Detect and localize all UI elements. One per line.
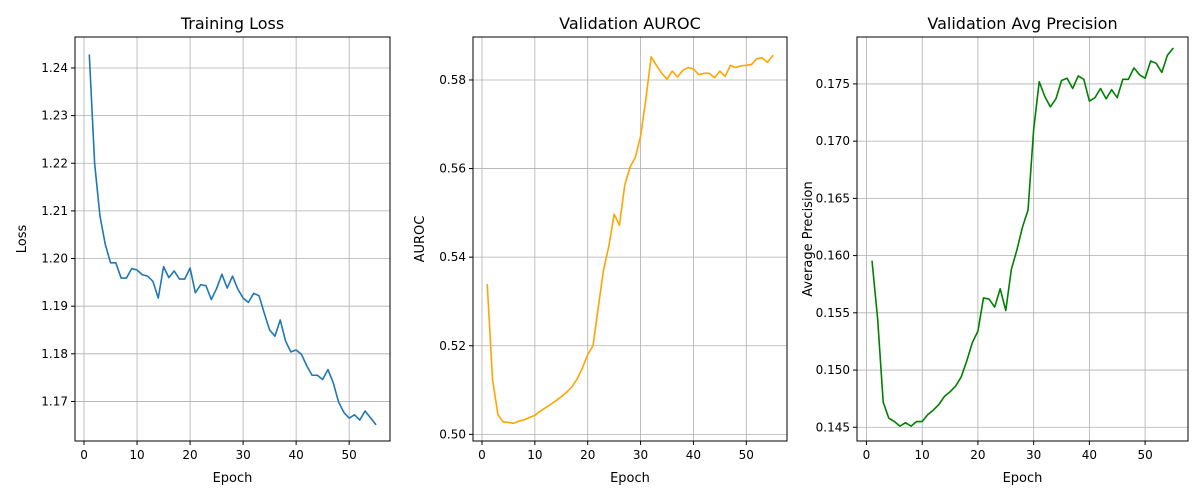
x-tick-label: 50 [1137,448,1152,462]
plot-area-frame [74,36,391,442]
y-tick-label: 0.150 [816,363,850,377]
y-tick-label: 1.24 [41,61,68,75]
y-tick-label: 1.17 [41,394,68,408]
x-tick-label: 40 [1082,448,1097,462]
x-axis-label: Epoch [1003,471,1043,486]
x-tick-label: 30 [633,448,648,462]
y-tick-label: 0.165 [816,191,850,205]
x-tick-label: 50 [739,448,754,462]
y-tick-label: 1.22 [41,156,68,170]
y-tick-label: 0.175 [816,77,850,91]
x-axis-label: Epoch [610,471,650,486]
x-tick-label: 30 [1026,448,1041,462]
x-tick-label: 0 [80,448,88,462]
y-tick-label: 0.58 [439,73,466,87]
y-tick-label: 1.21 [41,204,68,218]
y-axis-label: Loss [15,225,30,254]
x-axis-label: Epoch [213,471,253,486]
chart-title: Validation AUROC [559,14,701,33]
y-tick-label: 0.52 [439,339,466,353]
x-tick-label: 10 [129,448,144,462]
y-tick-label: 0.54 [439,250,466,264]
y-tick-label: 0.145 [816,420,850,434]
x-tick-label: 20 [970,448,985,462]
y-tick-label: 0.155 [816,306,850,320]
x-tick-label: 10 [527,448,542,462]
x-tick-label: 10 [915,448,930,462]
y-tick-label: 1.19 [41,299,68,313]
x-tick-label: 0 [863,448,871,462]
plot-area-frame [856,36,1189,442]
series-line [486,54,774,425]
x-tick-label: 50 [342,448,357,462]
y-tick-label: 1.23 [41,109,68,123]
y-axis-label: Average Precision [801,181,816,297]
y-tick-label: 0.56 [439,162,466,176]
chart-panel-2: 0 10 20 30 40 50 0.50 0.52 0.54 0.56 0.58 Validatio… [413,14,788,486]
x-tick-label: 30 [235,448,250,462]
y-tick-label: 1.18 [41,347,68,361]
series-line [871,47,1174,427]
x-tick-label: 40 [686,448,701,462]
y-tick-label: 1.20 [41,252,68,266]
x-tick-label: 0 [478,448,486,462]
x-tick-label: 20 [580,448,595,462]
chart-panel-3: 0 10 20 30 40 50 0.145 0.150 0.155 0.160 0.165 0.17… [801,14,1189,486]
chart-title: Validation Avg Precision [927,14,1117,33]
y-axis-label: AUROC [413,216,428,263]
series-line [88,54,377,426]
chart-title: Training Loss [180,14,284,33]
y-tick-label: 0.160 [816,249,850,263]
y-tick-label: 0.50 [439,427,466,441]
chart-panel-1: 0 10 20 30 40 50 1.17 1.18 1.19 1.20 1.21 1.22 1.23 1… [15,14,391,486]
plot-area-frame [472,36,788,442]
y-tick-label: 0.170 [816,134,850,148]
x-tick-label: 20 [182,448,197,462]
x-tick-label: 40 [288,448,303,462]
